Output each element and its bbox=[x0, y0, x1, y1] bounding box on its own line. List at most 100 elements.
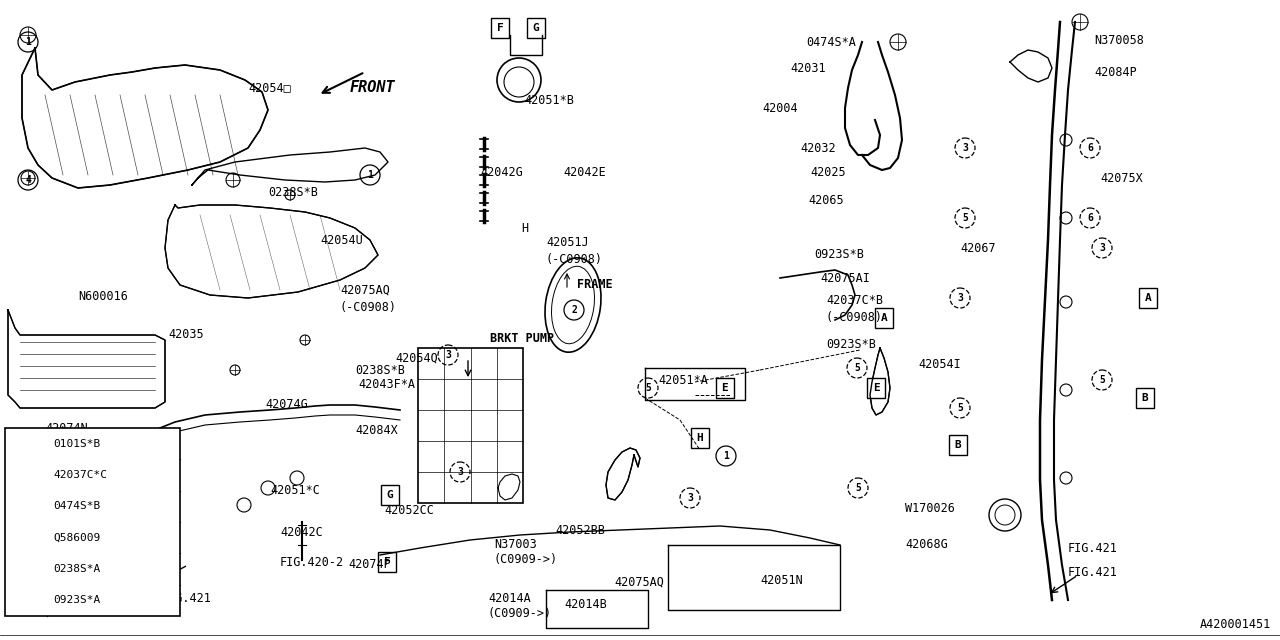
Text: 42074N: 42074N bbox=[45, 422, 88, 435]
Polygon shape bbox=[165, 205, 378, 298]
Polygon shape bbox=[605, 448, 640, 500]
Text: 42051*A: 42051*A bbox=[658, 374, 708, 387]
Text: 42037C*C: 42037C*C bbox=[52, 470, 108, 480]
Text: 5: 5 bbox=[854, 363, 860, 373]
Text: 42004: 42004 bbox=[762, 102, 797, 115]
Text: 0474S*B: 0474S*B bbox=[52, 501, 100, 511]
Text: E: E bbox=[722, 383, 728, 393]
Text: F: F bbox=[497, 23, 503, 33]
Text: 42084X: 42084X bbox=[355, 424, 398, 436]
Text: 6: 6 bbox=[23, 595, 29, 605]
Text: A: A bbox=[1144, 293, 1152, 303]
Text: 42051J: 42051J bbox=[547, 236, 589, 248]
Ellipse shape bbox=[545, 258, 602, 352]
Text: 42074P: 42074P bbox=[348, 559, 390, 572]
Text: F: F bbox=[384, 557, 390, 567]
Text: 0923S*B: 0923S*B bbox=[826, 339, 876, 351]
Text: E: E bbox=[873, 383, 879, 393]
Text: 42014B: 42014B bbox=[564, 598, 607, 611]
Bar bbox=[527, 18, 545, 38]
Text: 42051N: 42051N bbox=[760, 573, 803, 586]
Text: FIG.420-2: FIG.420-2 bbox=[280, 556, 344, 568]
Text: 42025: 42025 bbox=[810, 166, 846, 179]
Text: 3: 3 bbox=[23, 501, 29, 511]
Text: B: B bbox=[1142, 393, 1148, 403]
Text: (C0909->): (C0909->) bbox=[488, 607, 552, 621]
Text: 42075AQ: 42075AQ bbox=[340, 284, 390, 296]
Text: N37003: N37003 bbox=[494, 538, 536, 550]
Text: 42074G: 42074G bbox=[265, 399, 307, 412]
Ellipse shape bbox=[552, 266, 594, 344]
Bar bbox=[1139, 288, 1157, 308]
Text: G: G bbox=[532, 23, 539, 33]
Text: 6: 6 bbox=[1087, 213, 1093, 223]
Text: 42054I: 42054I bbox=[918, 358, 961, 371]
Text: 0238S*A: 0238S*A bbox=[52, 564, 100, 574]
Text: 42084P: 42084P bbox=[1094, 65, 1137, 79]
Text: 1: 1 bbox=[723, 451, 728, 461]
Text: 6: 6 bbox=[1087, 143, 1093, 153]
Text: 3: 3 bbox=[957, 293, 963, 303]
Bar bbox=[419, 348, 524, 503]
Text: 42035: 42035 bbox=[168, 328, 204, 342]
Bar bbox=[5, 428, 180, 616]
Text: 0238S*B: 0238S*B bbox=[268, 186, 317, 200]
Text: 42052CC: 42052CC bbox=[384, 504, 434, 516]
Text: 3: 3 bbox=[687, 493, 692, 503]
Text: 3: 3 bbox=[457, 467, 463, 477]
Text: H: H bbox=[521, 221, 529, 234]
Text: N370058: N370058 bbox=[1094, 33, 1144, 47]
Text: 42054U: 42054U bbox=[320, 234, 362, 246]
Text: 42054□: 42054□ bbox=[248, 81, 291, 95]
Text: 0474S*A: 0474S*A bbox=[806, 35, 856, 49]
Text: 42043F*A: 42043F*A bbox=[358, 378, 415, 392]
Text: 1: 1 bbox=[367, 170, 372, 180]
Text: 1: 1 bbox=[23, 438, 29, 449]
Text: 42052BB: 42052BB bbox=[556, 524, 605, 536]
Bar bbox=[1137, 388, 1155, 408]
Text: 3: 3 bbox=[963, 143, 968, 153]
Text: 42042C: 42042C bbox=[280, 525, 323, 538]
Text: 5: 5 bbox=[645, 383, 652, 393]
Text: 42051*B: 42051*B bbox=[524, 93, 573, 106]
Text: 2: 2 bbox=[571, 305, 577, 315]
Text: 3: 3 bbox=[445, 350, 451, 360]
Text: 42075X: 42075X bbox=[1100, 172, 1143, 184]
Text: 0923S*A: 0923S*A bbox=[52, 595, 100, 605]
Text: 5: 5 bbox=[957, 403, 963, 413]
Text: B: B bbox=[955, 440, 961, 450]
Text: (-C0908): (-C0908) bbox=[826, 312, 883, 324]
Text: 42075AI: 42075AI bbox=[820, 271, 870, 285]
Bar bbox=[948, 435, 966, 455]
Text: 1: 1 bbox=[26, 37, 31, 47]
Bar bbox=[876, 308, 893, 328]
Text: 42042G: 42042G bbox=[480, 166, 522, 179]
Text: FIG.421: FIG.421 bbox=[1068, 541, 1117, 554]
Text: 42031: 42031 bbox=[790, 61, 826, 74]
Text: 42037C*B: 42037C*B bbox=[826, 294, 883, 307]
Text: A420001451: A420001451 bbox=[1201, 618, 1271, 632]
Text: 4: 4 bbox=[23, 532, 29, 543]
Text: 42032: 42032 bbox=[800, 141, 836, 154]
Text: W170026: W170026 bbox=[905, 502, 955, 515]
Text: (-C0908): (-C0908) bbox=[340, 301, 397, 314]
Text: 3: 3 bbox=[1100, 243, 1105, 253]
Text: 5: 5 bbox=[855, 483, 861, 493]
Text: G: G bbox=[387, 490, 393, 500]
Text: (-C0908): (-C0908) bbox=[547, 253, 603, 266]
Text: Q586009: Q586009 bbox=[52, 532, 100, 543]
Text: 42054Q: 42054Q bbox=[396, 351, 438, 365]
Text: 42067: 42067 bbox=[960, 241, 996, 255]
Text: 42065: 42065 bbox=[808, 193, 844, 207]
Text: 0238S*B: 0238S*B bbox=[355, 364, 404, 376]
Text: 42042E: 42042E bbox=[563, 166, 605, 179]
Text: N600016: N600016 bbox=[78, 291, 128, 303]
Text: 5: 5 bbox=[1100, 375, 1105, 385]
Text: 42014A: 42014A bbox=[488, 591, 531, 605]
Text: 42075AQ: 42075AQ bbox=[614, 575, 664, 589]
Bar bbox=[691, 428, 709, 448]
Text: 4: 4 bbox=[26, 175, 31, 185]
Text: (C0909->): (C0909->) bbox=[494, 554, 558, 566]
Text: 42068G: 42068G bbox=[905, 538, 947, 552]
Polygon shape bbox=[8, 310, 165, 408]
